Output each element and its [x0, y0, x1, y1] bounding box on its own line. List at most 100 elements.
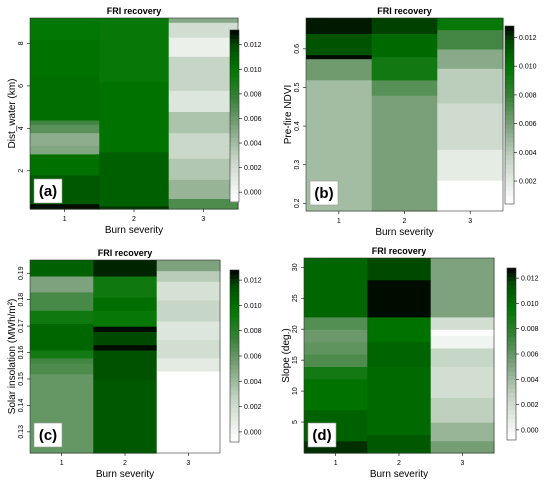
colorbar-swatch: [507, 319, 516, 325]
heatmap-cell: [430, 329, 495, 336]
colorbar-swatch: [505, 92, 514, 98]
colorbar-swatch: [230, 90, 239, 95]
colorbar-swatch: [505, 48, 514, 54]
colorbar-swatch: [505, 74, 514, 80]
heatmap-cell: [30, 363, 94, 375]
colorbar-swatch: [507, 323, 516, 329]
heatmap-cell: [30, 119, 100, 125]
colorbar-swatch: [230, 34, 239, 40]
x-tick-label: 3: [468, 218, 472, 225]
colorbar-swatch: [505, 83, 514, 89]
y-tick-label: 0.19: [18, 266, 25, 280]
heatmap-cell: [30, 357, 94, 364]
y-tick-label: 25: [292, 294, 299, 302]
colorbar-tick-label: 0.012: [519, 35, 537, 42]
colorbar-swatch: [230, 94, 239, 100]
colorbar-swatch: [230, 270, 239, 275]
colorbar-swatch: [230, 300, 239, 305]
colorbar-swatch: [230, 295, 239, 301]
heatmap-cell: [30, 203, 100, 210]
colorbar-swatch: [230, 189, 239, 194]
colorbar-swatch: [505, 52, 514, 58]
x-axis-label: Burn severity: [370, 469, 428, 480]
colorbar-swatch: [230, 184, 239, 190]
heatmap-cell: [304, 329, 368, 343]
heatmap-cell: [367, 279, 432, 318]
colorbar-swatch: [230, 107, 239, 113]
heatmap-cell: [156, 281, 221, 301]
heatmap-cell: [168, 37, 239, 57]
y-axis-label: Pre-fire NDVI: [283, 85, 294, 144]
heatmap-cell: [371, 33, 438, 58]
colorbar-swatch: [505, 159, 514, 165]
x-tick-label: 2: [123, 460, 127, 467]
heatmap-cell: [93, 349, 158, 380]
panel-title: FRI recovery: [372, 246, 427, 256]
colorbar-swatch: [505, 57, 514, 63]
heatmap-cell: [93, 326, 158, 332]
colorbar-swatch: [230, 373, 239, 378]
heatmap-cell: [367, 316, 432, 343]
x-tick-label: 2: [403, 218, 407, 225]
colorbar-swatch: [505, 43, 514, 49]
colorbar-swatch: [230, 171, 239, 177]
heatmap-cell: [168, 179, 239, 199]
colorbar-swatch: [230, 141, 239, 147]
colorbar-swatch: [230, 193, 239, 199]
colorbar-swatch: [230, 47, 239, 52]
colorbar-swatch: [507, 375, 516, 381]
colorbar-swatch: [507, 358, 516, 364]
colorbar-swatch: [230, 334, 239, 340]
heatmap-cell: [99, 18, 170, 83]
colorbar-swatch: [230, 38, 239, 44]
colorbar-swatch: [230, 347, 239, 353]
heatmap-cell: [156, 260, 221, 272]
heatmap-cell: [304, 378, 368, 411]
colorbar-swatch: [507, 272, 516, 278]
colorbar-swatch: [507, 349, 516, 355]
heatmap-cell: [304, 354, 368, 367]
colorbar-swatch: [230, 55, 239, 61]
heatmap-cell: [30, 39, 100, 76]
colorbar-swatch: [230, 313, 239, 318]
colorbar-swatch: [230, 51, 239, 57]
colorbar-swatch: [507, 276, 516, 282]
heatmap-cell: [304, 341, 368, 355]
colorbar-swatch: [230, 356, 239, 361]
colorbar-swatch: [230, 403, 239, 409]
heatmap-cell: [168, 198, 239, 210]
heatmap-cell: [168, 56, 239, 91]
panel-title: FRI recovery: [107, 6, 162, 16]
colorbar-swatch: [507, 362, 516, 368]
colorbar-swatch: [230, 77, 239, 83]
heatmap-cell: [430, 316, 495, 330]
heatmap-cell: [156, 371, 221, 454]
colorbar-swatch: [505, 97, 514, 103]
colorbar-swatch: [230, 73, 239, 78]
colorbar-swatch: [230, 274, 239, 280]
colorbar-swatch: [230, 368, 239, 374]
colorbar-swatch: [505, 181, 514, 187]
y-tick-label: 0.6: [294, 44, 301, 54]
colorbar-tick-label: 0.008: [521, 326, 539, 333]
colorbar-swatch: [505, 79, 514, 85]
y-tick-label: 0.15: [18, 372, 25, 386]
colorbar-swatch: [505, 190, 514, 196]
colorbar-swatch: [507, 397, 516, 402]
heatmap-cell: [30, 18, 100, 40]
y-tick-label: 10: [292, 387, 299, 395]
colorbar-swatch: [507, 298, 516, 303]
colorbar-swatch: [505, 199, 514, 205]
colorbar-swatch: [230, 394, 239, 400]
heatmap-cell: [371, 56, 438, 81]
colorbar-swatch: [507, 354, 516, 359]
panel-label-box: [33, 178, 63, 204]
heatmap-cell: [93, 344, 158, 351]
colorbar-swatch: [505, 101, 514, 107]
colorbar-swatch: [230, 137, 239, 143]
colorbar-swatch: [507, 345, 516, 351]
heatmap-cell: [430, 366, 495, 398]
colorbar-swatch: [507, 293, 516, 299]
heatmap-cell: [93, 379, 158, 454]
colorbar-swatch: [507, 289, 516, 295]
